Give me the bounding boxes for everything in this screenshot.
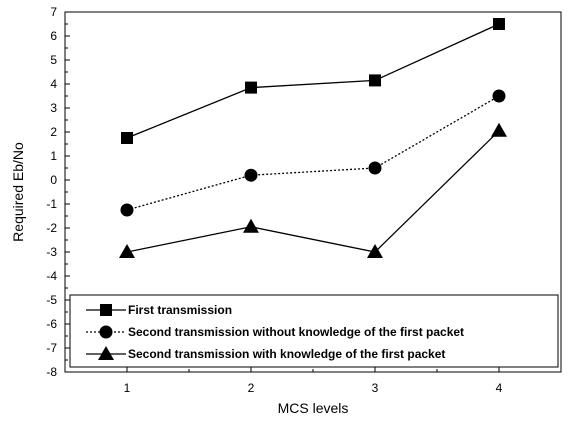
series-line-triangle	[126, 130, 500, 253]
legend-marker-circle	[99, 325, 113, 339]
series-line-square	[126, 23, 500, 139]
y-tick-label: -5	[46, 293, 57, 307]
data-point-square	[245, 81, 257, 94]
data-point-circle	[368, 161, 382, 175]
x-tick-label: 1	[124, 381, 131, 395]
y-tick-label: -1	[46, 197, 57, 211]
data-point-triangle	[119, 244, 135, 258]
y-tick-label: 3	[50, 101, 57, 115]
data-point-square	[369, 74, 381, 87]
legend-label: Second transmission without knowledge of…	[128, 325, 464, 339]
series-lines	[126, 23, 500, 253]
y-tick-label: -2	[46, 221, 57, 235]
data-point-circle	[120, 203, 134, 217]
x-tick-label: 3	[372, 381, 379, 395]
legend-marker-square	[100, 304, 112, 316]
y-axis-ticks: 7 6 5 4 3 2 1 0 -1 -2 -3 -4 -5 -6 -7 -8	[46, 5, 70, 379]
y-tick-label: 1	[50, 149, 57, 163]
legend: First transmission Second transmission wi…	[69, 294, 559, 368]
y-tick-label: -7	[46, 341, 57, 355]
data-point-square	[121, 132, 133, 144]
y-tick-label: 6	[50, 29, 57, 43]
x-tick-label: 2	[248, 381, 255, 395]
y-axis-title: Required Eb/No	[10, 142, 26, 242]
y-tick-label: 5	[50, 53, 57, 67]
y-tick-label: 2	[50, 125, 57, 139]
y-tick-label: -4	[46, 269, 57, 283]
data-point-circle	[492, 89, 506, 103]
y-tick-label: -8	[46, 365, 57, 379]
data-point-triangle	[243, 218, 259, 233]
legend-box	[69, 294, 559, 368]
x-axis-title: MCS levels	[278, 400, 349, 416]
series-line-circle	[126, 95, 500, 211]
data-point-triangle	[491, 122, 507, 137]
y-tick-label: 4	[50, 77, 57, 91]
data-point-circle	[244, 168, 258, 182]
x-tick-label: 4	[496, 381, 503, 395]
legend-label: Second transmission with knowledge of th…	[128, 347, 445, 361]
data-point-triangle	[367, 244, 383, 258]
data-point-square	[493, 18, 505, 30]
y-tick-label: -6	[46, 317, 57, 331]
x-axis-ticks: 1 2 3 4	[64, 367, 562, 395]
y-tick-label: -3	[46, 245, 57, 259]
y-tick-label: 0	[50, 173, 57, 187]
legend-marker-triangle	[98, 346, 114, 360]
series-markers	[119, 18, 507, 258]
legend-label: First transmission	[128, 303, 232, 317]
y-tick-label: 7	[50, 5, 57, 19]
